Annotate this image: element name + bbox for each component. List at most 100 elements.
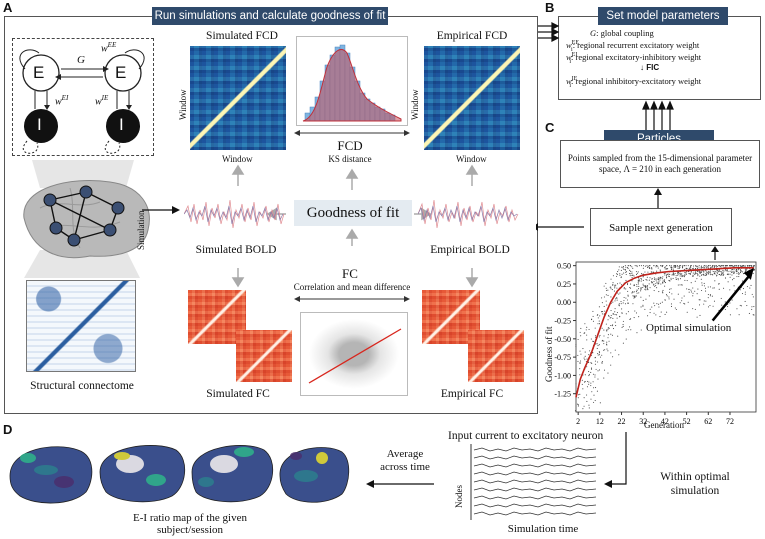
scatter-point [712, 274, 714, 276]
scatter-point [598, 369, 601, 371]
scatter-point [603, 285, 605, 287]
y-tick-label: 0.00 [557, 298, 571, 307]
scatter-point [615, 325, 617, 327]
simulated-bold-signal [183, 192, 286, 236]
scatter-point [655, 284, 657, 287]
scatter-point [612, 283, 614, 286]
scatter-point [665, 277, 668, 279]
scatter-point [614, 286, 616, 288]
scatter-point [579, 368, 581, 370]
scatter-point [745, 269, 747, 271]
scatter-point [651, 268, 653, 270]
scatter-point [616, 273, 618, 275]
scatter-point [600, 311, 603, 313]
scatter-point [698, 267, 700, 269]
scatter-point [612, 282, 614, 284]
scatter-point [751, 306, 753, 308]
scatter-point [750, 284, 752, 287]
scatter-point [599, 334, 601, 336]
particles-description: Points sampled from the 15-dimensional p… [560, 140, 760, 188]
scatter-point [660, 277, 662, 279]
scatter-point [601, 302, 603, 304]
scatter-point [636, 285, 638, 287]
scatter-point [627, 290, 629, 292]
scatter-point [694, 280, 696, 282]
scatter-point [644, 285, 646, 287]
scatter-point [596, 390, 598, 392]
scatter-point [663, 272, 665, 275]
scatter-point [580, 353, 582, 355]
scatter-point [685, 267, 687, 269]
scatter-point [631, 271, 633, 273]
scatter-point [729, 270, 731, 272]
scatter-point [605, 300, 607, 302]
scatter-point [610, 364, 612, 366]
scatter-point [584, 359, 586, 361]
scatter-point [642, 267, 644, 269]
scatter-point [610, 352, 612, 354]
scatter-point [703, 270, 705, 272]
scatter-point [703, 282, 705, 285]
scatter-point [629, 326, 631, 328]
scatter-point [642, 305, 644, 307]
scatter-point [592, 352, 594, 354]
scatter-point [666, 311, 668, 313]
scatter-point [740, 271, 742, 273]
scatter-point [594, 360, 597, 362]
scatter-point [597, 370, 599, 372]
x-tick-label: 22 [618, 417, 626, 426]
scatter-point [623, 300, 625, 302]
scatter-point [653, 277, 655, 279]
scatter-point [683, 302, 685, 305]
scatter-point [687, 265, 689, 267]
scatter-point [739, 269, 741, 271]
scatter-point [584, 351, 586, 353]
scatter-point [637, 283, 639, 285]
scatter-point [594, 363, 596, 365]
scatter-point [724, 308, 726, 311]
scatter-point [751, 265, 753, 267]
scatter-point [640, 329, 642, 331]
goodness-of-fit-chart: 2 12 22 32 42 52 62 72 0.50 0.25 0.00 -0.25 -0.50 -0.… [540, 256, 764, 432]
scatter-point [607, 372, 609, 374]
scatter-point [590, 385, 592, 387]
scatter-point [676, 272, 679, 274]
y-tick-label: 0.50 [557, 262, 571, 271]
scatter-point [668, 296, 670, 298]
scatter-point [601, 313, 603, 315]
scatter-point [744, 270, 746, 273]
scatter-point [729, 276, 731, 278]
scatter-point [586, 334, 588, 336]
scatter-point [705, 290, 707, 292]
simulated-fc-matrix-front [236, 330, 292, 382]
scatter-point [629, 287, 632, 289]
scatter-point [697, 288, 699, 290]
scatter-point [588, 404, 590, 406]
scatter-point [597, 361, 599, 363]
scatter-point [649, 312, 651, 314]
scatter-point [716, 274, 718, 276]
scatter-point [589, 350, 591, 352]
scatter-point [627, 265, 629, 267]
scatter-point [634, 310, 636, 312]
scatter-point [619, 273, 621, 275]
scatter-point [603, 377, 605, 379]
scatter-point [736, 276, 738, 278]
scatter-point [599, 315, 601, 317]
scatter-point [651, 278, 653, 280]
scatter-point [722, 272, 724, 274]
scatter-point [665, 294, 668, 296]
scatter-point [616, 297, 618, 299]
scatter-point [588, 375, 590, 377]
scatter-point [705, 266, 707, 268]
scatter-point [661, 301, 663, 303]
scatter-point [607, 327, 609, 329]
scatter-point [713, 272, 715, 274]
scatter-point [655, 278, 657, 280]
scatter-point [670, 268, 673, 271]
scatter-point [625, 288, 627, 290]
scatter-point [586, 366, 588, 368]
scatter-point [656, 270, 658, 272]
scatter-point [707, 297, 709, 299]
x-tick-label: 62 [704, 417, 712, 426]
